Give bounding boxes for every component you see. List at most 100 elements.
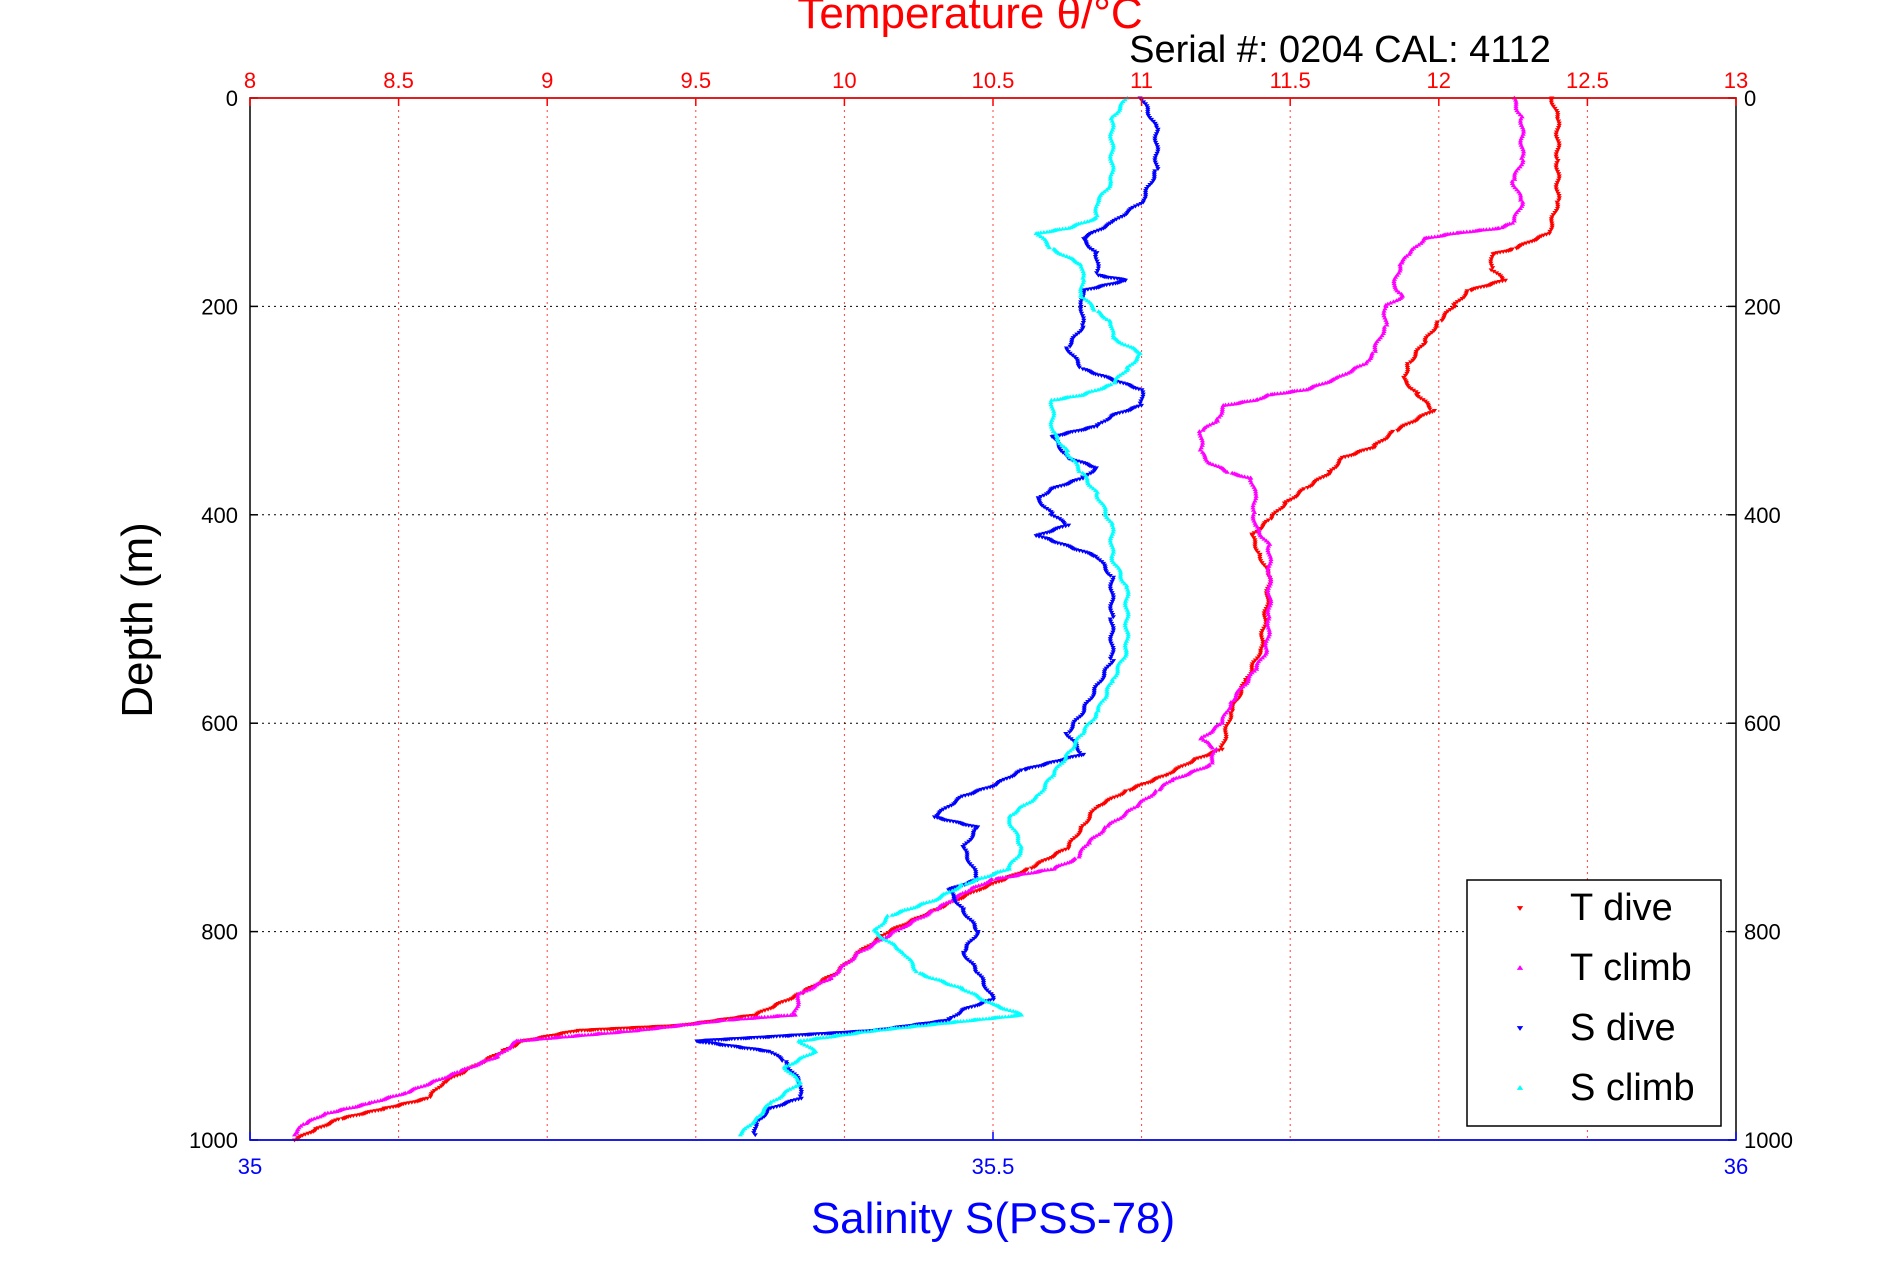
data-point — [1090, 470, 1096, 475]
data-point — [1108, 641, 1114, 646]
data-point — [1520, 149, 1527, 154]
data-point — [1102, 419, 1108, 424]
data-point — [1556, 143, 1562, 148]
data-point — [705, 1019, 711, 1024]
data-point — [1219, 716, 1225, 721]
data-point — [1410, 388, 1417, 393]
data-point — [766, 1049, 772, 1054]
data-point — [1512, 185, 1518, 190]
data-point — [789, 1061, 795, 1066]
data-point — [1547, 229, 1553, 234]
data-point — [1550, 104, 1556, 109]
data-point — [1553, 183, 1560, 187]
data-point — [1069, 456, 1075, 461]
data-point — [1553, 165, 1559, 170]
temperature-tick-label: 9 — [541, 68, 553, 93]
data-point — [1021, 802, 1027, 807]
data-point — [1246, 675, 1252, 680]
data-point — [767, 1101, 773, 1106]
data-point — [1110, 613, 1116, 617]
data-point — [1057, 762, 1063, 767]
data-point — [1257, 396, 1263, 401]
data-point — [1109, 554, 1115, 559]
data-point — [823, 978, 829, 983]
data-point — [961, 1018, 967, 1023]
data-point — [1182, 763, 1189, 768]
data-point — [1112, 561, 1118, 566]
data-point — [1393, 298, 1400, 303]
temperature-tick-label: 12 — [1427, 68, 1451, 93]
data-point — [1168, 771, 1174, 776]
data-point — [1262, 643, 1269, 648]
data-point — [1067, 748, 1073, 753]
data-point — [909, 960, 916, 965]
data-point — [965, 860, 971, 865]
data-point — [1381, 311, 1387, 315]
data-point — [771, 1052, 778, 1057]
data-point — [973, 875, 979, 880]
data-point — [1078, 309, 1084, 314]
data-point — [1275, 509, 1281, 513]
data-point — [1004, 867, 1010, 872]
data-point — [1250, 505, 1256, 510]
data-point — [1109, 522, 1115, 527]
data-point — [1077, 307, 1084, 312]
data-point — [1145, 185, 1151, 189]
data-point — [1048, 422, 1054, 427]
data-point — [1552, 211, 1558, 215]
data-point — [1006, 874, 1012, 879]
data-point — [1382, 437, 1388, 442]
data-point — [744, 1124, 750, 1129]
data-point — [300, 1122, 306, 1126]
data-point — [1381, 329, 1387, 333]
data-point — [963, 848, 969, 853]
data-point — [1554, 167, 1560, 172]
data-point — [1051, 411, 1057, 416]
data-point — [1004, 776, 1010, 781]
data-point — [1447, 307, 1453, 312]
temperature-tick-label: 8.5 — [383, 68, 414, 93]
data-point — [1432, 234, 1438, 239]
data-point — [1223, 724, 1230, 728]
data-point — [1110, 163, 1116, 168]
data-point — [1202, 453, 1208, 458]
data-point — [1253, 493, 1259, 498]
data-point — [1051, 397, 1058, 402]
data-point — [1152, 121, 1158, 126]
data-point — [1151, 171, 1157, 176]
data-point — [1122, 621, 1128, 626]
data-point — [797, 1094, 803, 1099]
data-point — [908, 906, 914, 911]
data-point — [1553, 130, 1560, 135]
data-point — [779, 1058, 785, 1063]
data-point — [1219, 406, 1225, 411]
data-point — [1122, 601, 1128, 605]
data-point — [1096, 196, 1102, 201]
data-point — [927, 975, 933, 980]
data-point — [1246, 673, 1252, 678]
data-point — [1288, 497, 1294, 502]
data-point — [1258, 646, 1264, 651]
data-point — [436, 1085, 442, 1090]
data-point — [1209, 752, 1215, 757]
data-point — [1124, 607, 1130, 612]
data-point — [1408, 360, 1414, 365]
data-point — [943, 900, 949, 905]
data-point — [1556, 172, 1562, 177]
data-point — [1088, 719, 1094, 724]
data-point — [1152, 138, 1158, 143]
data-point — [1424, 412, 1430, 417]
data-point — [1209, 745, 1216, 750]
data-point — [1249, 666, 1255, 671]
data-point — [952, 887, 958, 892]
data-point — [1119, 371, 1126, 376]
data-point — [1105, 517, 1111, 521]
data-point — [1412, 419, 1418, 424]
data-point — [1108, 796, 1115, 801]
data-point — [1033, 231, 1039, 236]
data-point — [1379, 438, 1386, 443]
data-point — [1141, 198, 1147, 203]
data-point — [752, 1126, 758, 1131]
data-point — [1126, 363, 1133, 368]
data-point — [1125, 609, 1131, 614]
